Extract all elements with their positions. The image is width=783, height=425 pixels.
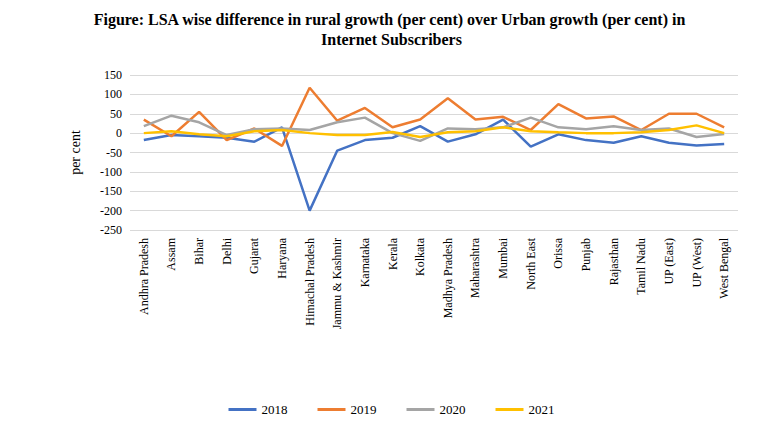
svg-text:Andhra Pradesh: Andhra Pradesh xyxy=(137,238,151,315)
svg-text:150: 150 xyxy=(104,68,122,82)
svg-text:Madhya Pradesh: Madhya Pradesh xyxy=(441,238,455,318)
svg-text:UP (East): UP (East) xyxy=(662,238,676,285)
svg-text:Haryana: Haryana xyxy=(275,237,289,278)
svg-text:Kerala: Kerala xyxy=(386,237,400,270)
svg-text:Himachal Pradesh: Himachal Pradesh xyxy=(303,238,317,326)
svg-text:50: 50 xyxy=(110,107,122,121)
svg-text:Maharashtra: Maharashtra xyxy=(468,237,482,298)
svg-text:-100: -100 xyxy=(100,165,122,179)
svg-text:2019: 2019 xyxy=(351,402,377,417)
svg-text:100: 100 xyxy=(104,87,122,101)
svg-text:-150: -150 xyxy=(100,184,122,198)
svg-text:0: 0 xyxy=(116,126,122,140)
svg-text:Orissa: Orissa xyxy=(551,237,565,268)
svg-text:North East: North East xyxy=(524,237,538,289)
svg-text:West Bengal: West Bengal xyxy=(717,237,731,298)
svg-text:Rajasthan: Rajasthan xyxy=(607,238,621,285)
svg-text:-200: -200 xyxy=(100,204,122,218)
svg-text:2020: 2020 xyxy=(440,402,466,417)
svg-text:per cent: per cent xyxy=(68,130,83,175)
svg-text:Kolkata: Kolkata xyxy=(413,237,427,276)
svg-text:Figure: LSA wise difference in: Figure: LSA wise difference in rural gro… xyxy=(94,11,690,29)
svg-text:Internet Subscribers: Internet Subscribers xyxy=(321,31,462,48)
svg-text:Mumbai: Mumbai xyxy=(496,237,510,278)
svg-text:Punjab: Punjab xyxy=(579,238,593,271)
svg-text:Assam: Assam xyxy=(164,237,178,270)
svg-text:2018: 2018 xyxy=(262,402,288,417)
svg-text:2021: 2021 xyxy=(529,402,555,417)
svg-text:Tamil Nadu: Tamil Nadu xyxy=(634,238,648,295)
svg-text:Delhi: Delhi xyxy=(220,237,234,264)
svg-text:-250: -250 xyxy=(100,223,122,237)
svg-text:UP (West): UP (West) xyxy=(690,238,704,288)
svg-text:Karnataka: Karnataka xyxy=(358,237,372,287)
svg-text:Jammu & Kashmir: Jammu & Kashmir xyxy=(330,238,344,329)
svg-text:Gujarat: Gujarat xyxy=(247,237,261,274)
svg-text:-50: -50 xyxy=(106,146,122,160)
svg-text:Bihar: Bihar xyxy=(192,238,206,265)
